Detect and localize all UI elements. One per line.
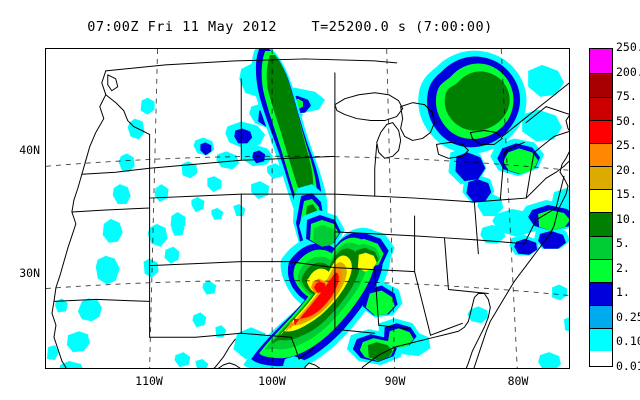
map-boundaries [51,58,569,368]
colorbar-tick-label: 15. [616,187,637,202]
precip-south-scattered [283,356,307,368]
colorbar-tick-label: 0.10 [616,334,640,349]
colorbar-band-10 [590,281,612,306]
precip-gulf-darkgreen [367,342,393,362]
precip-texas-red-core [293,272,339,326]
figure-title: 07:00Z Fri 11 May 2012 T=25200.0 s (7:00… [87,19,493,35]
precip-midatlantic-green [538,209,569,231]
grid-lon-80W [500,49,518,368]
colorbar-band-3 [590,119,612,143]
lat-lon-grid [46,49,569,368]
precip-minnesota-darkgreen [266,54,314,199]
ytick-label-30N: 30N [19,266,40,280]
precip-offshore-cells [538,284,569,368]
xtick-label-110W: 110W [135,374,163,388]
grid-lat-40N [46,155,569,171]
colorbar-tick-label: 5. [616,236,630,251]
colorbar-band-7 [590,212,612,236]
colorbar-tick-label: 10. [616,211,637,226]
xtick-label-80W: 80W [507,374,529,388]
precip-florida [467,306,489,324]
map-canvas [46,49,569,368]
grid-lon-110W [149,49,159,368]
ytick-label-40N: 40N [19,143,40,157]
map-plot-area [45,48,570,369]
colorbar-band-12 [590,328,612,352]
precip-northeast-darkgreen [444,71,510,131]
colorbar-band-9 [590,258,612,282]
colorbar-band-11 [590,305,612,329]
colorbar-tick-label: 50. [616,113,637,128]
colorbar-band-4 [590,142,612,167]
colorbar-band-0 [590,49,612,74]
grid-lon-90W [386,49,396,368]
colorbar-band-8 [590,235,612,259]
colorbar-tick-label: 0.25 [616,309,640,324]
colorbar-band-1 [590,73,612,97]
colorbar-band-5 [590,166,612,190]
colorbar-tick-label: 75. [616,89,637,104]
colorbar-tick-label: 250. [616,40,640,54]
colorbar-band-2 [590,96,612,120]
xtick-label-90W: 90W [384,374,406,388]
colorbar-tick-label: 2. [616,260,630,275]
grid-lat-30N [46,280,569,296]
xtick-label-100W: 100W [258,374,286,388]
colorbar-tick-label: 0.01 [616,359,640,373]
colorbar-tick-label: 200. [616,64,640,79]
colorbar-tick-label: 1. [616,285,630,300]
colorbar-band-6 [590,189,612,213]
precip-west-coast [46,97,227,368]
colorbar [589,48,613,367]
colorbar-tick-label: 20. [616,162,637,177]
colorbar-tick-label: 25. [616,138,637,153]
